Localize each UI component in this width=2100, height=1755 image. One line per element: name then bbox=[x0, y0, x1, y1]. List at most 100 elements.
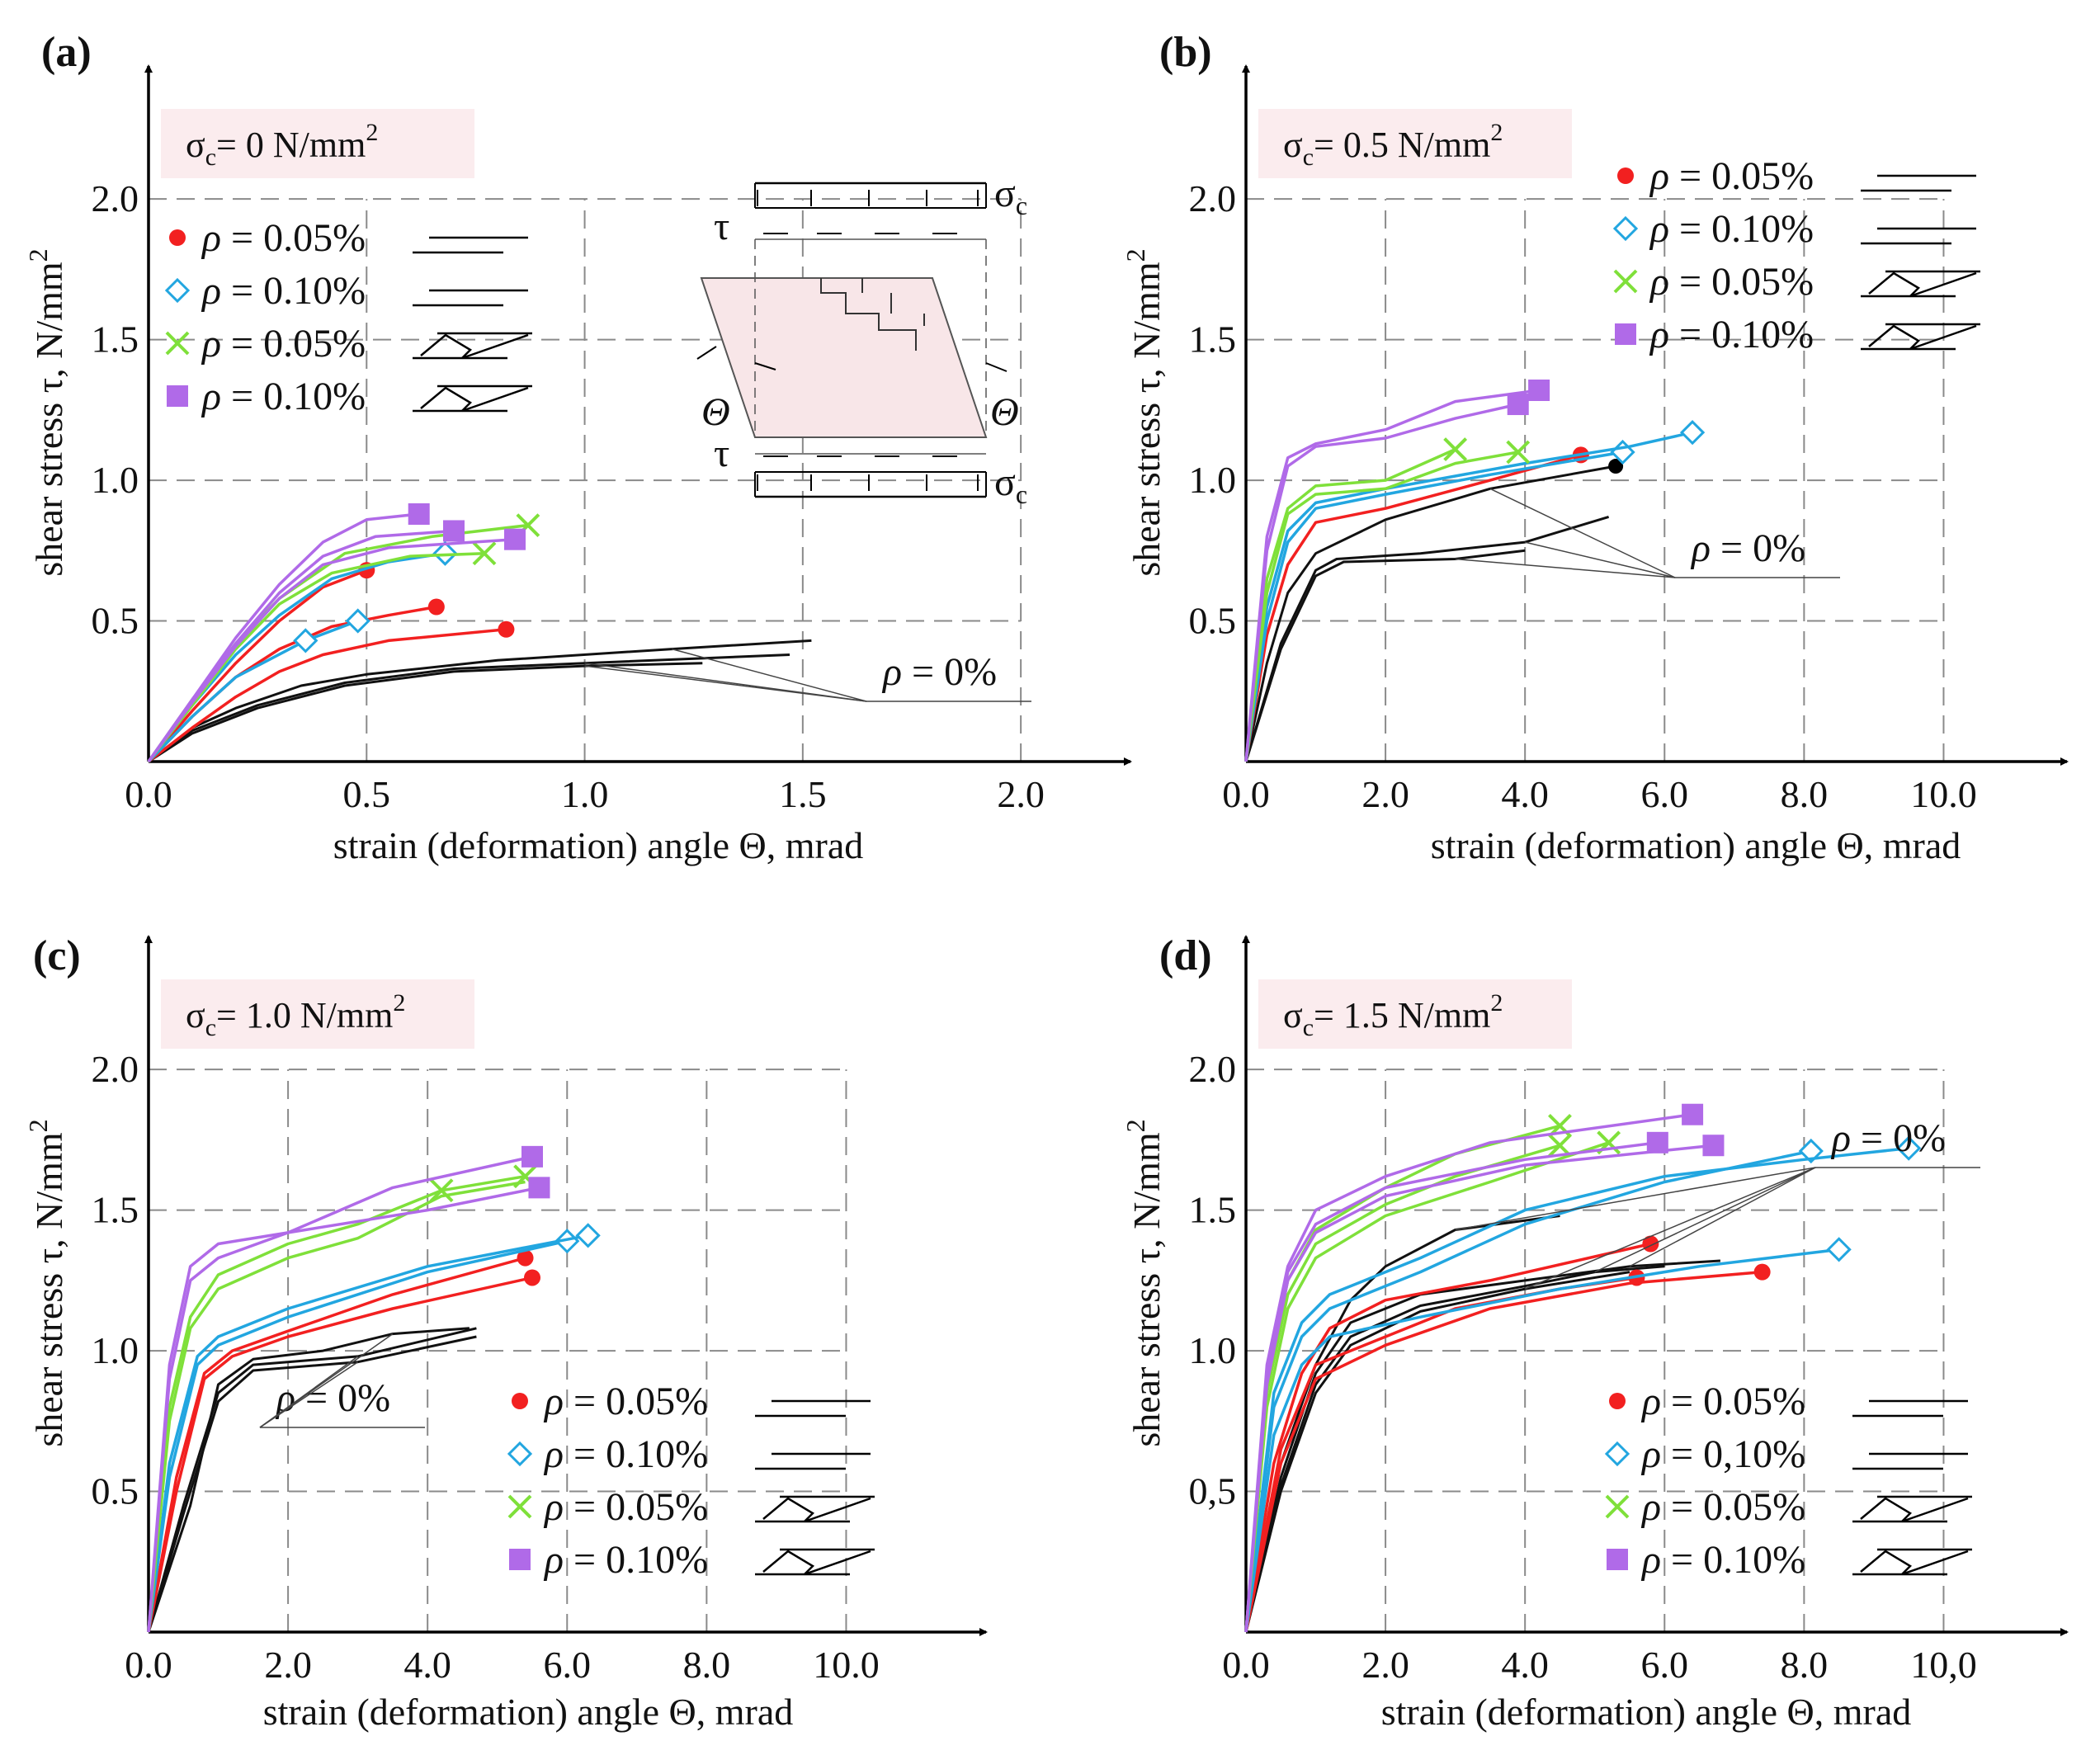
legend-marker-blue bbox=[1604, 1441, 1630, 1467]
legend-symbol-z-lines bbox=[755, 1495, 875, 1523]
data-point-purple bbox=[1682, 1103, 1704, 1125]
legend-entry: ρ = 0.05% bbox=[201, 216, 366, 260]
data-point-blue bbox=[1826, 1237, 1852, 1262]
data-point-purple bbox=[504, 528, 526, 550]
x-tick-label: 4.0 bbox=[1501, 773, 1549, 815]
legend-symbol-z-lines bbox=[1852, 1495, 1972, 1523]
rho-zero-annotation: ρ = 0% bbox=[1690, 526, 1805, 570]
series-line-red bbox=[147, 1276, 533, 1633]
specimen-diagram: τ τ σc σc Θ Θ bbox=[696, 172, 1027, 509]
series-line-green bbox=[1244, 448, 1456, 762]
panel-b: 0.0 2.0 4.0 6.0 8.0 10.0 0.5 1.0 1.5 2.0 strain (d… bbox=[1121, 29, 2069, 866]
panel-label: (b) bbox=[1159, 29, 1212, 76]
series-line-purple bbox=[1244, 1144, 1714, 1633]
theta-left-label: Θ bbox=[701, 390, 730, 434]
data-point-blue bbox=[575, 1223, 601, 1248]
series-line-purple bbox=[1244, 389, 1540, 762]
sigma-bottom-label: σc bbox=[994, 460, 1027, 509]
rho-zero-annotation: ρ = 0% bbox=[1830, 1116, 1946, 1160]
legend-entry: ρ = 0.05% bbox=[543, 1485, 708, 1529]
legend-entry: ρ = 0.10% bbox=[543, 1538, 708, 1582]
series-line-red bbox=[1244, 1276, 1637, 1633]
tau-bottom-label: τ bbox=[714, 432, 729, 475]
legend-entry: ρ = 0.05% bbox=[543, 1380, 708, 1423]
annotation-leader bbox=[1629, 1167, 1816, 1267]
sigma-label-box bbox=[161, 109, 474, 178]
top-load-arrows bbox=[757, 190, 979, 206]
legend-entry: ρ = 0.05% bbox=[1640, 1485, 1805, 1529]
series-line-red bbox=[147, 605, 437, 763]
series-line-black bbox=[1244, 465, 1616, 762]
data-point-blue bbox=[432, 540, 458, 566]
legend-marker-purple bbox=[167, 385, 188, 407]
sigma-label-box bbox=[1258, 979, 1572, 1049]
theta-right-label: Θ bbox=[990, 390, 1019, 434]
data-point-purple bbox=[1702, 1135, 1725, 1157]
legend-marker-purple bbox=[1607, 1549, 1628, 1570]
y-tick-label: 2.0 bbox=[1189, 177, 1237, 219]
legend-symbol-z-lines bbox=[1852, 1548, 1972, 1576]
annotation-leader bbox=[1455, 1167, 1816, 1231]
series-line-green bbox=[147, 551, 485, 763]
x-tick-label: 0.0 bbox=[1222, 1644, 1270, 1686]
legend-symbol-z-lines bbox=[1861, 323, 1980, 351]
y-tick-label: 1.5 bbox=[92, 318, 139, 361]
legend-marker-red bbox=[1609, 1393, 1626, 1409]
x-tick-label: 4.0 bbox=[403, 1644, 451, 1686]
y-axis-title: shear stress τ, N/mm2 bbox=[1121, 248, 1168, 576]
legend-marker-blue bbox=[1612, 215, 1639, 242]
legend-marker-blue bbox=[507, 1441, 533, 1467]
series-line-red bbox=[147, 1256, 526, 1633]
sigma-top-label: σc bbox=[994, 172, 1027, 220]
x-tick-label: 2.0 bbox=[264, 1644, 312, 1686]
x-tick-label: 2.0 bbox=[1361, 1644, 1409, 1686]
series-line-green bbox=[147, 1174, 526, 1633]
legend-symbol-z-lines bbox=[413, 384, 532, 413]
annotation-leader bbox=[1594, 1167, 1816, 1273]
y-tick-label: 0.5 bbox=[92, 600, 139, 642]
data-point-red bbox=[427, 598, 445, 616]
series-line-green bbox=[147, 1180, 526, 1633]
legend-marker-blue bbox=[164, 277, 191, 304]
panel-d: 0.0 2.0 4.0 6.0 8.0 10,0 0,5 1.0 1.5 2.0 strain (d… bbox=[1121, 932, 2069, 1733]
x-tick-label: 0.0 bbox=[125, 773, 172, 815]
data-point-red bbox=[524, 1269, 540, 1286]
series-line-purple bbox=[147, 1186, 540, 1633]
data-point-purple bbox=[521, 1145, 543, 1168]
legend-marker-red bbox=[1617, 167, 1634, 184]
series-line-blue bbox=[1244, 1248, 1839, 1633]
y-axis-title: shear stress τ, N/mm2 bbox=[23, 248, 70, 576]
data-point-blue bbox=[1679, 420, 1706, 446]
sigma-label: σc= 0 N/mm2 bbox=[186, 119, 378, 171]
legend-marker-green bbox=[1613, 269, 1638, 294]
legend-symbol-z-lines bbox=[755, 1548, 875, 1576]
x-axis-title: strain (deformation) angle Θ, mrad bbox=[333, 824, 864, 866]
data-point-green bbox=[1548, 1133, 1572, 1158]
y-axis-title: shear stress τ, N/mm2 bbox=[1121, 1119, 1168, 1446]
series-line-red bbox=[1244, 453, 1582, 762]
legend-entry: ρ = 0.10% bbox=[201, 269, 366, 313]
y-tick-label: 1.0 bbox=[92, 459, 139, 501]
y-tick-label: 2.0 bbox=[92, 1048, 139, 1090]
legend-symbol-two-lines bbox=[1852, 1452, 1968, 1470]
data-point-red bbox=[1642, 1235, 1659, 1253]
theta-angle-marks bbox=[696, 346, 1008, 372]
y-tick-label: 2.0 bbox=[92, 177, 139, 219]
annotation-leader bbox=[1525, 541, 1676, 578]
x-axis-title: strain (deformation) angle Θ, mrad bbox=[1381, 1691, 1912, 1733]
series-line-black bbox=[1244, 1259, 1720, 1633]
data-point-green bbox=[472, 541, 497, 566]
y-axis-title-text: shear stress τ, N/mm bbox=[28, 262, 70, 577]
y-axis-title-text: shear stress τ, N/mm bbox=[28, 1132, 70, 1447]
legend-marker-red bbox=[169, 229, 186, 246]
legend-symbol-z-lines bbox=[413, 332, 532, 360]
legend-entry: ρ = 0.10% bbox=[1640, 1538, 1805, 1582]
series-line-purple bbox=[1244, 403, 1519, 762]
y-tick-label: 1.0 bbox=[92, 1329, 139, 1371]
legend-symbol-two-lines bbox=[1861, 174, 1976, 192]
series-line-black bbox=[147, 1335, 477, 1633]
data-point-blue bbox=[345, 608, 370, 634]
series-line-red bbox=[147, 628, 507, 763]
series-line-black bbox=[1244, 549, 1526, 762]
